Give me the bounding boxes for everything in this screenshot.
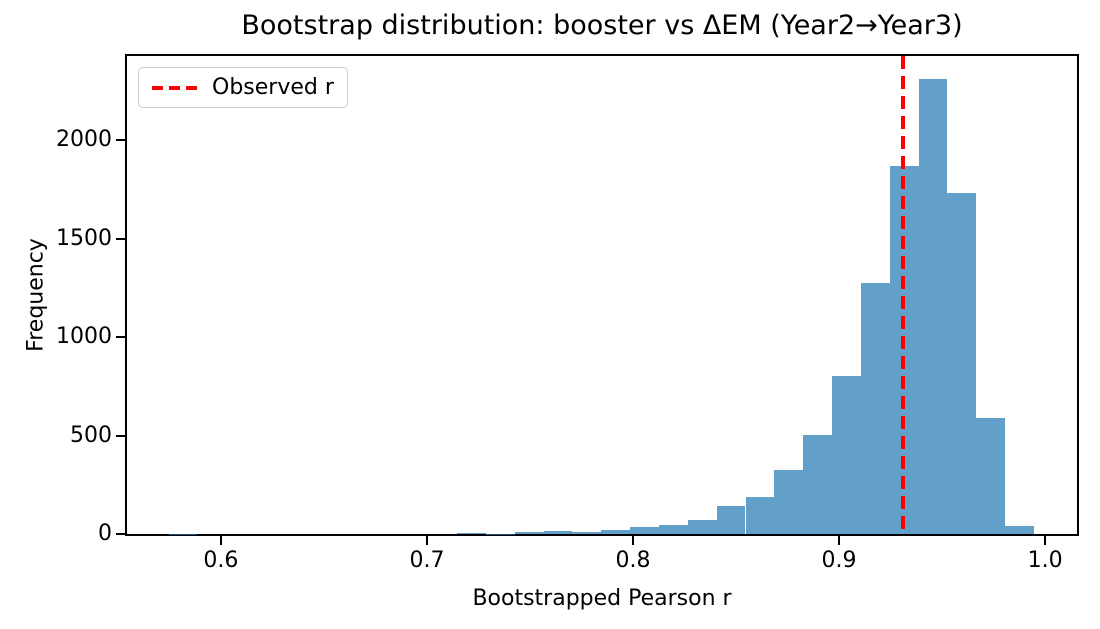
x-tick-label: 0.8 <box>615 548 651 573</box>
chart-title: Bootstrap distribution: booster vs ΔEM (… <box>241 10 963 41</box>
x-tick-mark <box>632 536 634 545</box>
y-tick-label: 0 <box>98 521 112 546</box>
legend: Observed r <box>138 67 348 108</box>
x-tick-mark <box>219 536 222 545</box>
histogram-bar <box>630 526 659 534</box>
histogram-bar <box>514 532 544 534</box>
y-tick-mark <box>116 138 125 141</box>
histogram-bar <box>658 524 688 534</box>
histogram-bar <box>543 531 573 534</box>
histogram-bar <box>918 78 948 534</box>
histogram-bar <box>947 193 977 534</box>
y-tick-mark <box>116 237 125 240</box>
x-tick-mark <box>838 536 840 545</box>
plot-area <box>125 54 1079 536</box>
histogram-bar <box>687 520 717 534</box>
histogram-bar <box>572 532 602 534</box>
histogram-bar <box>860 282 890 534</box>
histogram-bar <box>716 506 746 534</box>
y-tick-mark <box>116 533 125 535</box>
x-tick-label: 0.6 <box>203 548 239 573</box>
observed-r-line <box>900 56 905 534</box>
histogram-bar <box>601 529 631 534</box>
x-tick-label: 1.0 <box>1027 548 1063 573</box>
histogram-bar <box>457 533 486 534</box>
y-tick-mark <box>116 336 125 338</box>
y-tick-mark <box>116 434 125 437</box>
legend-label: Observed r <box>212 74 334 100</box>
x-tick-mark <box>426 536 428 545</box>
histogram-bar <box>832 376 861 534</box>
y-tick-label: 1500 <box>56 225 112 251</box>
histogram-bar <box>803 434 833 534</box>
y-tick-label: 1000 <box>56 324 112 349</box>
x-axis-label: Bootstrapped Pearson r <box>472 586 732 611</box>
red-dashed-line-icon <box>152 85 197 90</box>
y-tick-label: 500 <box>70 422 112 448</box>
y-tick-label: 2000 <box>56 126 112 152</box>
histogram-bar <box>1005 526 1034 534</box>
histogram-bar <box>976 417 1006 534</box>
histogram-bar <box>774 469 804 534</box>
x-tick-label: 0.9 <box>821 548 857 573</box>
x-tick-label: 0.7 <box>409 548 445 573</box>
x-tick-mark <box>1044 536 1047 545</box>
histogram-bar <box>745 496 775 534</box>
